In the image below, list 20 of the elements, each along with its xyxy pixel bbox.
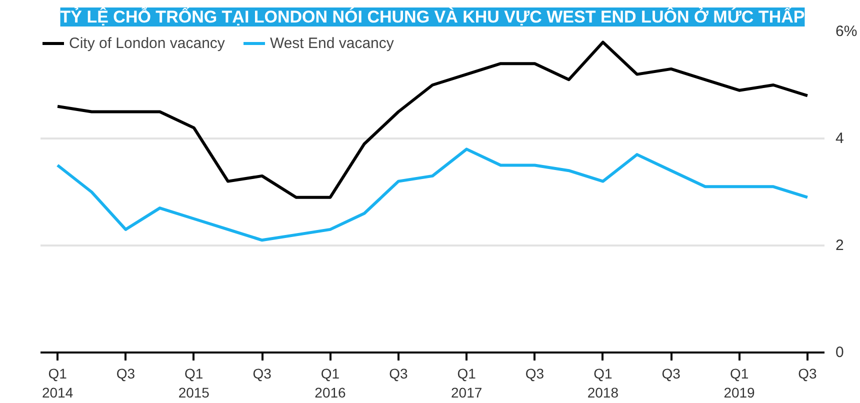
x-tick-label: Q3 xyxy=(662,366,681,382)
y-tick-label: 2 xyxy=(836,237,844,254)
x-tick-label: Q3 xyxy=(389,366,408,382)
line-series xyxy=(56,148,809,242)
x-tick-label: Q1 2016 xyxy=(314,366,346,401)
x-tick-label: Q3 xyxy=(252,366,272,382)
x-tick-label: Q3 xyxy=(798,366,818,382)
y-tick-label: 4 xyxy=(836,130,844,147)
x-tick-label: Q3 xyxy=(116,366,136,382)
x-tick-label: Q1 2015 xyxy=(178,366,210,401)
legend-label: City of London vacancy xyxy=(69,34,225,52)
y-tick-label: 6% xyxy=(836,23,858,40)
x-tick-label: Q1 2019 xyxy=(724,366,756,401)
x-tick-label: Q1 2017 xyxy=(451,366,482,401)
x-tick-label: Q3 xyxy=(525,366,544,382)
legend-label: West End vacancy xyxy=(270,34,394,52)
y-tick-label: 0 xyxy=(836,344,844,361)
x-tick-label: Q1 2014 xyxy=(42,366,74,401)
x-tick-label: Q1 2018 xyxy=(587,366,619,401)
chart-title: TỶ LỆ CHỖ TRỐNG TẠI LONDON NÓI CHUNG VÀ KHU VỰC WEST END LUÔN Ở MỨC THẤP xyxy=(60,6,805,26)
